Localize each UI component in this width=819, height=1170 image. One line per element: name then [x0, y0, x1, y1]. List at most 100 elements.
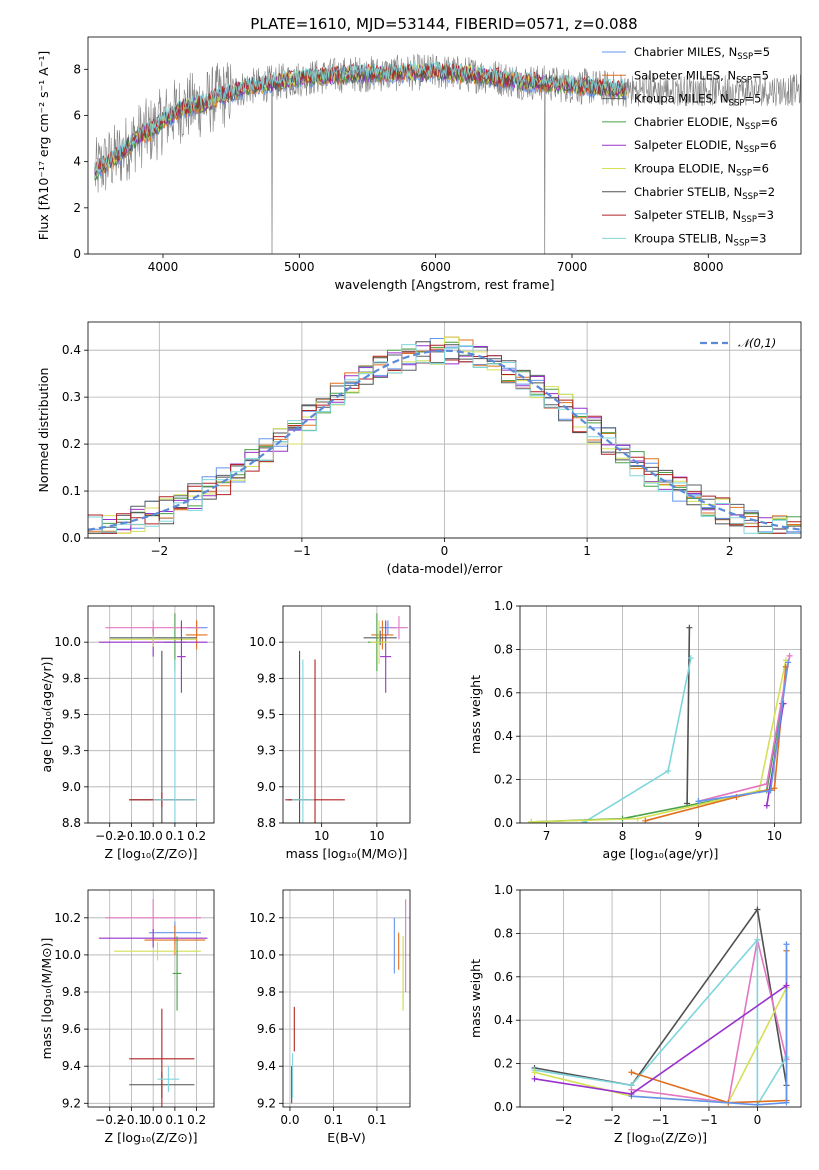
y-tick-label: 9.3 — [62, 744, 81, 758]
weight-marker-salpeter_elodie — [763, 802, 770, 809]
x-tick-label: 0.1 — [165, 829, 184, 843]
x-axis-label: Z [log₁₀(Z/Z⊙)] — [614, 1130, 707, 1145]
y-tick-label: 2 — [73, 201, 81, 215]
weight-marker-mw_pink — [763, 780, 770, 787]
y-tick-label: 10.0 — [249, 635, 276, 649]
x-tick-label: 9 — [695, 829, 703, 843]
x-axis-label: age [log₁₀(age/yr)] — [603, 846, 719, 861]
y-tick-label: 9.6 — [62, 1022, 81, 1036]
legend-entry-nssp: =3 — [757, 208, 774, 222]
panel-residuals: −2 −1 0 1 2 0.0 0.1 0.2 0.3 0.4 (data-model)/error… — [36, 321, 802, 576]
weight-line-mw_pink — [631, 939, 788, 1104]
panel-age-vs-Z: −0.2−0.10.0 0.1 0.2 8.8 9.0 9.3 9.5 9.8 10.0 Z [l… — [39, 605, 215, 861]
y-tick-label: 9.8 — [62, 671, 81, 685]
panel-spectrum: 4000 5000 6000 7000 8000 0 2 4 6 8 wavelength [Ang… — [36, 36, 802, 292]
legend-entry-name: Salpeter ELODIE, N — [634, 138, 744, 152]
x-tick-label: −2 — [603, 1113, 621, 1127]
y-tick-label: 9.6 — [257, 1022, 276, 1036]
plot-area — [98, 899, 208, 1107]
y-axis-label: mass weight — [468, 675, 483, 754]
legend-entry-nssp: =5 — [753, 45, 770, 59]
y-tick-label: 0.6 — [494, 970, 513, 984]
legend-entry: Chabrier STELIB, NSSP=2 — [634, 185, 775, 202]
weight-line-chabrier_elodie — [531, 703, 783, 823]
weight-marker-chabrier_stelib — [686, 624, 693, 631]
y-tick-label: 10.0 — [54, 635, 81, 649]
x-tick-label: 10 — [767, 829, 782, 843]
legend-subscript: SSP — [745, 122, 761, 132]
x-tick-label: 0.0 — [144, 829, 163, 843]
x-tick-label: 0.0 — [280, 1113, 299, 1127]
y-axis-label: mass [log₁₀(M/M⊙)] — [39, 938, 54, 1060]
axes-frame — [282, 889, 411, 1108]
legend-subscript: SSP — [742, 192, 758, 202]
y-tick-label: 0.4 — [494, 1013, 513, 1027]
y-tick-label: 0.2 — [494, 773, 513, 787]
legend-subscript: SSP — [736, 75, 752, 85]
weight-marker-salpeter_elodie — [531, 1075, 538, 1082]
x-tick-label: 6000 — [420, 260, 451, 274]
y-axis-label: age [log₁₀(age/yr)] — [39, 657, 54, 773]
legend-entry-name: Chabrier ELODIE, N — [634, 115, 745, 129]
y-tick-label: 0.4 — [62, 343, 81, 357]
plot-area — [98, 613, 208, 823]
axes-frame — [519, 605, 802, 824]
x-tick-label: 8 — [619, 829, 627, 843]
weight-marker-kroupa_elodie — [634, 815, 641, 822]
x-tick-label: −1 — [652, 1113, 670, 1127]
y-tick-label: 10.0 — [249, 948, 276, 962]
x-tick-label: −2 — [150, 544, 168, 558]
x-axis-label: wavelength [Angstrom, rest frame] — [334, 277, 554, 292]
weight-marker-chabrier_stelib — [754, 906, 761, 913]
weight-marker-kroupa_stelib — [754, 936, 761, 943]
x-axis-label: E(B-V) — [327, 1130, 366, 1145]
legend-entry: Salpeter ELODIE, NSSP=6 — [634, 138, 777, 155]
y-tick-label: 0.1 — [62, 484, 81, 498]
panel-age-vs-mass: 10 10 8.8 9.0 9.3 9.5 9.8 10.0 mass [log₁₀(M/M⊙)… — [249, 605, 411, 861]
plot-area — [528, 624, 793, 823]
y-tick-label: 9.0 — [62, 780, 81, 794]
weight-marker-salpeter_miles — [771, 785, 778, 792]
x-tick-label: −0.1 — [117, 1113, 146, 1127]
y-tick-label: 8.8 — [62, 816, 81, 830]
y-tick-label: 8.8 — [257, 816, 276, 830]
x-tick-label: 10 — [369, 829, 384, 843]
weight-marker-chabrier_miles — [767, 787, 774, 794]
x-tick-label: −1 — [293, 544, 311, 558]
weight-marker-chabrier_miles — [783, 1099, 790, 1106]
y-tick-label: 9.8 — [257, 671, 276, 685]
x-tick-label: 10 — [314, 829, 329, 843]
y-tick-label: 9.3 — [257, 744, 276, 758]
legend-entry-nssp: =6 — [761, 115, 778, 129]
axes-frame — [87, 889, 215, 1108]
weight-line-kroupa_stelib — [584, 657, 692, 823]
x-tick-label: 2 — [726, 544, 734, 558]
axes-frame — [87, 36, 802, 255]
y-tick-label: 10.0 — [54, 948, 81, 962]
x-tick-label: −2 — [555, 1113, 573, 1127]
y-tick-label: 8 — [73, 62, 81, 76]
y-tick-label: 9.5 — [62, 708, 81, 722]
legend-subscript: SSP — [729, 99, 745, 109]
y-tick-label: 0.0 — [494, 816, 513, 830]
weight-marker-kroupa_elodie — [531, 1069, 538, 1076]
y-tick-label: 0.3 — [62, 390, 81, 404]
y-tick-label: 9.2 — [62, 1096, 81, 1110]
legend-entry: Kroupa MILES, NSSP=5 — [634, 92, 761, 109]
legend-subscript: SSP — [744, 145, 760, 155]
legend-entry: Chabrier MILES, NSSP=5 — [634, 45, 770, 62]
x-tick-label: 0 — [441, 544, 449, 558]
model-spectrum-kroupa_stelib — [94, 61, 627, 175]
weight-marker-chabrier_miles — [695, 798, 702, 805]
y-tick-label: 0.6 — [494, 686, 513, 700]
legend-entry-name: Kroupa MILES, N — [634, 92, 729, 106]
x-tick-label: −0.1 — [117, 829, 146, 843]
y-tick-label: 9.0 — [257, 780, 276, 794]
weight-marker-kroupa_stelib — [665, 767, 672, 774]
y-tick-label: 0.2 — [62, 437, 81, 451]
x-tick-label: 8000 — [693, 260, 724, 274]
y-tick-label: 0.4 — [494, 729, 513, 743]
x-tick-label: −0.2 — [95, 1113, 124, 1127]
